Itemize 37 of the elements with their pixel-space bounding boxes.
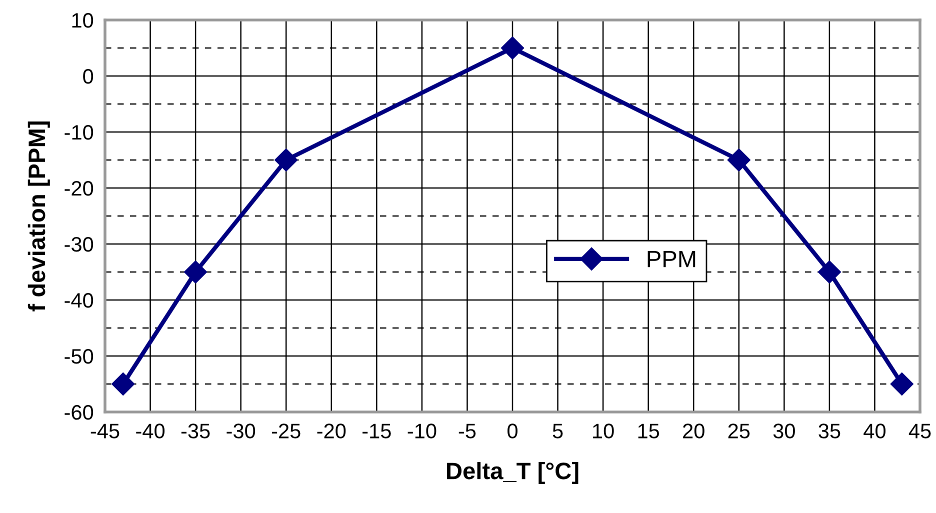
- point: [501, 36, 524, 60]
- point: [274, 148, 298, 172]
- y-tick-label: 10: [72, 13, 94, 28]
- x-tick-label: -40: [136, 424, 165, 438]
- x-tick-label: 40: [864, 424, 886, 438]
- y-tick-label: -10: [64, 125, 94, 140]
- y-tick-label: 0: [83, 69, 94, 84]
- y-axis-title: f deviation [PPM]: [28, 122, 50, 312]
- y-tick-label: -60: [64, 405, 94, 420]
- x-tick-label: 5: [552, 424, 563, 438]
- x-tick-label: -35: [181, 424, 210, 438]
- point: [818, 260, 841, 284]
- x-tick-label: -10: [408, 424, 436, 438]
- x-tick-label: -5: [458, 424, 476, 438]
- y-tick-label: -40: [64, 293, 94, 308]
- y-tick-label: -30: [64, 237, 94, 252]
- x-tick-label: 15: [638, 424, 660, 438]
- x-tick-label: 45: [908, 424, 931, 438]
- x-tick-label: 20: [683, 424, 704, 438]
- x-tick-label: 35: [818, 424, 840, 438]
- point: [112, 372, 135, 396]
- point: [890, 372, 914, 396]
- y-tick-label: -50: [64, 349, 94, 364]
- x-tick-label: 0: [508, 424, 518, 438]
- x-axis-title: Delta_T [°C]: [447, 462, 578, 484]
- x-tick-label: -25: [272, 424, 300, 438]
- x-tick-label: -15: [362, 424, 391, 438]
- x-tick-label: 25: [728, 424, 750, 438]
- y-tick-label: -20: [64, 181, 94, 196]
- point: [727, 148, 750, 172]
- x-tick-label: -45: [90, 424, 120, 438]
- legend-label: PPM: [648, 250, 696, 268]
- x-tick-label: -20: [317, 424, 346, 438]
- x-tick-label: 10: [593, 424, 614, 438]
- point: [184, 260, 208, 284]
- x-tick-label: -30: [226, 424, 256, 438]
- x-tick-label: 30: [773, 424, 795, 438]
